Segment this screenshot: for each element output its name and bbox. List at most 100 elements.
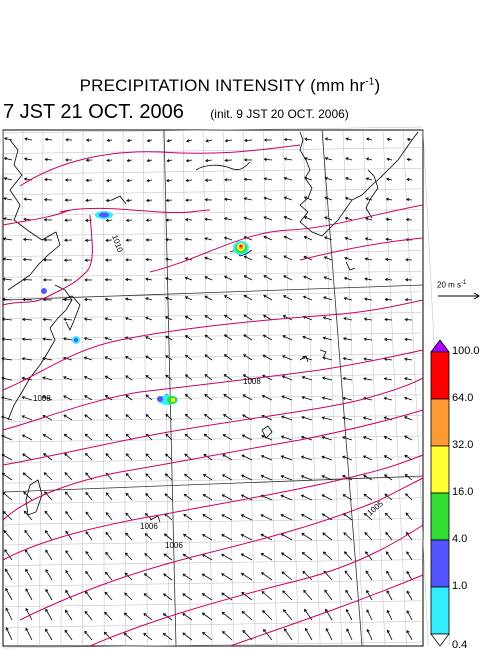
- wind-arrow: [163, 633, 172, 640]
- isobar-2: [60, 208, 210, 212]
- wind-arrow: [26, 569, 32, 580]
- wind-arrow: [46, 609, 52, 620]
- wind-arrow: [146, 494, 152, 500]
- wind-arrow: [23, 454, 32, 460]
- grid-meridian: [143, 130, 147, 646]
- wind-arrow: [85, 591, 92, 600]
- wind-arrow: [407, 591, 412, 600]
- isobar-label-4: 1006: [165, 541, 183, 550]
- wind-arrow: [6, 628, 12, 640]
- wind-arrow: [263, 611, 272, 620]
- wind-arrow: [65, 630, 72, 640]
- wind-arrow: [223, 475, 232, 480]
- wind-arrow: [164, 574, 172, 580]
- wind-arrow: [282, 572, 292, 580]
- grid-meridian: [263, 130, 277, 646]
- wind-arrow: [64, 415, 72, 420]
- wind-arrow: [45, 511, 52, 520]
- wind-arrow: [281, 515, 292, 520]
- wind-arrow: [244, 295, 252, 300]
- grid-meridian: [243, 130, 255, 646]
- wind-arrow: [86, 512, 92, 520]
- wind-arrow: [367, 610, 372, 620]
- wind-arrow: [407, 611, 412, 620]
- wind-arrow: [65, 473, 72, 480]
- wind-arrow: [345, 571, 352, 580]
- grid-meridian: [103, 130, 104, 646]
- wind-arrow: [106, 552, 112, 560]
- wind-arrow: [126, 415, 132, 420]
- wind-arrow: [126, 533, 132, 540]
- wind-arrow: [85, 434, 92, 440]
- wind-arrow: [387, 610, 392, 620]
- wind-arrow: [407, 631, 412, 640]
- grid-parallel: [3, 436, 423, 442]
- precip-cell-4: [41, 288, 47, 294]
- wind-arrow: [144, 633, 152, 640]
- wind-arrow: [105, 572, 112, 580]
- grid-meridian: [183, 130, 191, 646]
- wind-arrow: [202, 613, 212, 620]
- isobar-5: [150, 205, 423, 272]
- grid-meridian: [223, 130, 234, 646]
- wind-arrow: [387, 591, 392, 600]
- grid-parallel: [3, 642, 423, 648]
- isobar-label-3: 1006: [140, 522, 158, 531]
- wind-arrow: [186, 395, 192, 400]
- grid-meridian: [123, 130, 126, 646]
- wind-arrow: [26, 589, 32, 600]
- wind-arrow: [302, 514, 312, 520]
- coast-island-south: [26, 480, 42, 515]
- wind-arrow: [262, 592, 272, 600]
- precip-cell-2: [233, 241, 249, 255]
- wind-arrow: [85, 631, 92, 640]
- grid-meridian: [383, 130, 407, 646]
- wind-arrow: [43, 435, 52, 440]
- wind-arrow: [283, 591, 292, 600]
- wind-arrow: [204, 474, 212, 480]
- precip-cell-5: [157, 395, 178, 405]
- isobar-label-1: 1008: [33, 394, 51, 403]
- wind-arrow: [261, 515, 272, 520]
- precip-cell-3: [72, 336, 80, 344]
- wind-arrow: [64, 434, 72, 440]
- wind-arrow: [46, 570, 52, 580]
- wind-arrow: [406, 494, 412, 500]
- wind-arrow: [322, 514, 332, 520]
- wind-arrow: [223, 631, 232, 640]
- wind-arrow: [284, 629, 292, 640]
- wind-arrow: [22, 435, 32, 440]
- wind-arrow: [386, 552, 392, 560]
- wind-arrow: [202, 594, 212, 600]
- wind-arrow: [387, 630, 392, 640]
- wind-arrow: [222, 574, 232, 580]
- wind-arrow: [364, 494, 372, 500]
- wind-arrow: [106, 532, 112, 540]
- wind-arrow: [345, 552, 352, 560]
- wind-arrow: [65, 453, 72, 460]
- wind-arrow: [125, 593, 132, 600]
- wind-arrow: [86, 454, 92, 460]
- grid-parallel: [3, 251, 423, 257]
- grid-meridian: [61, 130, 63, 646]
- grid-parallel: [3, 457, 423, 463]
- wind-arrow: [365, 533, 372, 540]
- wind-arrow: [242, 611, 252, 620]
- wind-arrow: [261, 554, 272, 560]
- wind-arrow: [126, 513, 132, 520]
- wind-arrow: [387, 571, 392, 580]
- wind-arrow: [86, 552, 92, 560]
- wind-arrow: [2, 455, 12, 460]
- wind-arrow: [165, 494, 172, 500]
- coast-east-peninsula: [366, 170, 378, 218]
- wind-arrow: [242, 475, 252, 480]
- lat-lon-grid: [0, 127, 450, 648]
- wind-arrow: [25, 530, 32, 540]
- wind-arrow: [46, 590, 52, 600]
- grid-meridian: [39, 130, 43, 646]
- colorbar-level-label: 64.0: [452, 392, 473, 404]
- grid-parallel: [3, 312, 423, 318]
- wind-arrow: [302, 552, 312, 560]
- grid-meridian: [343, 130, 363, 646]
